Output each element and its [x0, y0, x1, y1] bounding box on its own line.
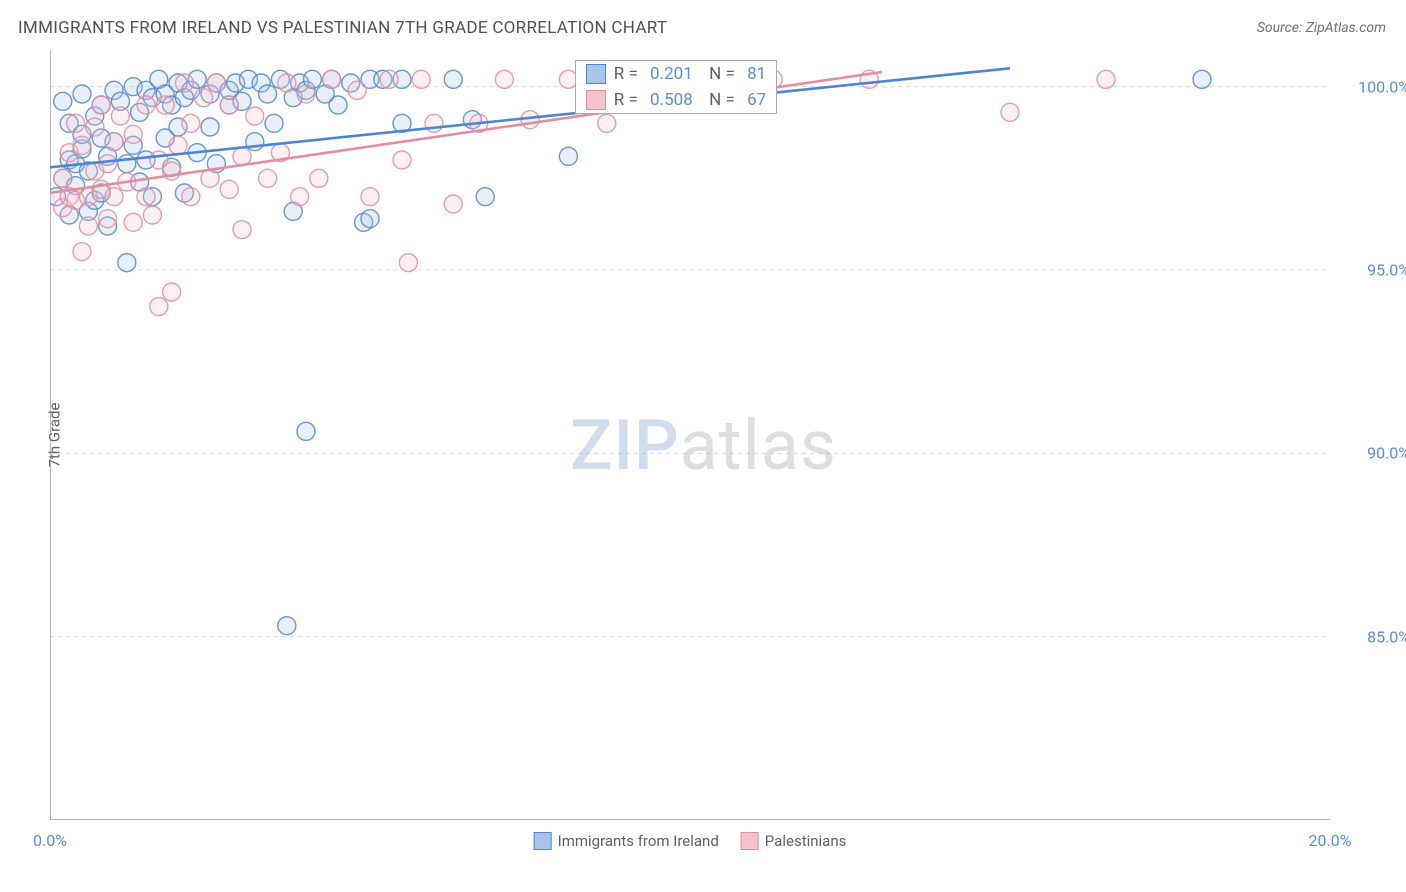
legend-label: Palestinians	[765, 832, 847, 850]
x-tick-label: 0.0%	[33, 831, 67, 850]
x-tick-label: 20.0%	[1309, 831, 1352, 850]
y-tick-label: 85.0%	[1367, 627, 1406, 646]
scatter-plot	[50, 50, 1330, 820]
stats-swatch	[586, 90, 606, 110]
legend-item: Palestinians	[741, 832, 847, 850]
legend-label: Immigrants from Ireland	[558, 832, 719, 850]
stats-swatch	[586, 64, 606, 84]
y-tick-label: 100.0%	[1358, 77, 1406, 96]
stat-r: 0.201	[650, 64, 693, 84]
stats-row: R = 0.201 N = 81	[576, 61, 776, 87]
legend-swatch	[534, 832, 552, 850]
chart-title: IMMIGRANTS FROM IRELAND VS PALESTINIAN 7…	[18, 18, 667, 38]
legend-swatch	[741, 832, 759, 850]
legend-bottom: Immigrants from Ireland Palestinians	[534, 832, 847, 850]
y-tick-label: 95.0%	[1367, 261, 1406, 280]
stat-r: 0.508	[650, 90, 693, 110]
stats-row: R = 0.508 N = 67	[576, 87, 776, 113]
stat-n: 67	[747, 90, 766, 110]
legend-item: Immigrants from Ireland	[534, 832, 719, 850]
y-tick-label: 90.0%	[1367, 444, 1406, 463]
chart-container: 7th Grade ZIPatlas R = 0.201 N = 81R = 0…	[50, 50, 1330, 820]
stats-box: R = 0.201 N = 81R = 0.508 N = 67	[575, 60, 777, 114]
stat-n: 81	[747, 64, 766, 84]
source-label: Source: ZipAtlas.com	[1257, 20, 1386, 36]
